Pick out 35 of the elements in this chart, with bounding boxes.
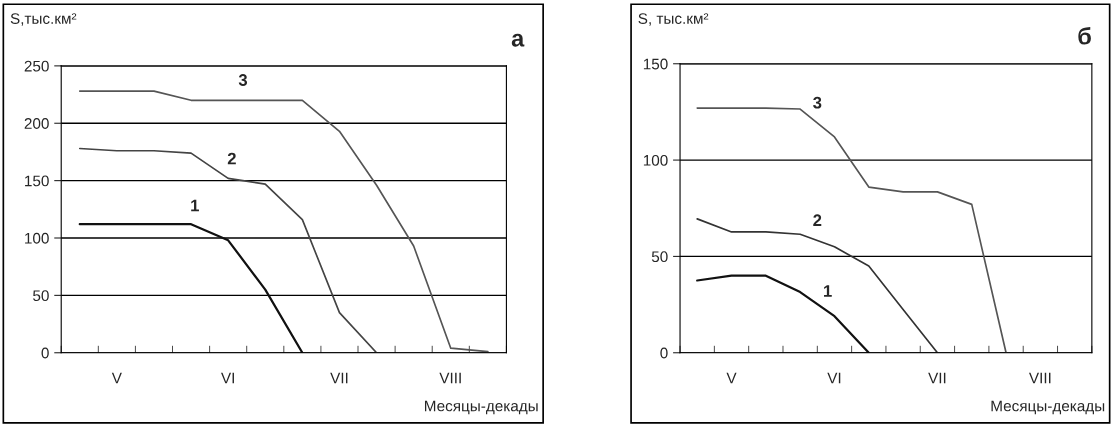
line-series [78, 147, 378, 353]
x-tick-label: VII [330, 372, 348, 384]
x-tick-label: V [111, 372, 122, 384]
y-tick-label: 150 [25, 175, 49, 187]
y-tick-label: 0 [660, 347, 668, 359]
y-tick-label: 100 [643, 154, 668, 166]
x-tick-label: V [726, 372, 737, 384]
chart-title: а [511, 33, 525, 47]
series-label: 3 [238, 74, 248, 86]
line-series [78, 223, 304, 353]
x-tick-label: VI [827, 372, 841, 384]
line-series [696, 274, 870, 353]
x-tick-label: VII [928, 372, 946, 384]
y-axis-title: S, тыс.км² [638, 13, 709, 26]
series-label: 2 [813, 214, 822, 226]
x-tick-label: VIII [439, 372, 461, 384]
y-tick-label: 50 [651, 251, 668, 263]
line-series [78, 90, 489, 353]
x-tick-label: VI [221, 372, 234, 384]
y-tick-label: 0 [41, 347, 49, 359]
x-axis-title: Месяцы-декады [991, 400, 1105, 415]
chart-title: б [1078, 26, 1091, 45]
line-series [696, 107, 1007, 353]
series-label: 2 [227, 152, 236, 165]
y-tick-label: 50 [33, 290, 49, 302]
y-tick-label: 200 [24, 118, 49, 129]
series-label: 1 [824, 285, 832, 297]
x-tick-label: VIII [1028, 372, 1051, 384]
x-axis-title: Месяцы-декады [424, 400, 538, 415]
y-tick-label: 250 [24, 60, 49, 72]
series-label: 3 [813, 96, 822, 109]
y-tick-label: 100 [25, 232, 49, 244]
series-label: 1 [191, 199, 199, 212]
y-tick-label: 150 [643, 58, 668, 70]
y-axis-title: S,тыс.км² [10, 13, 77, 26]
